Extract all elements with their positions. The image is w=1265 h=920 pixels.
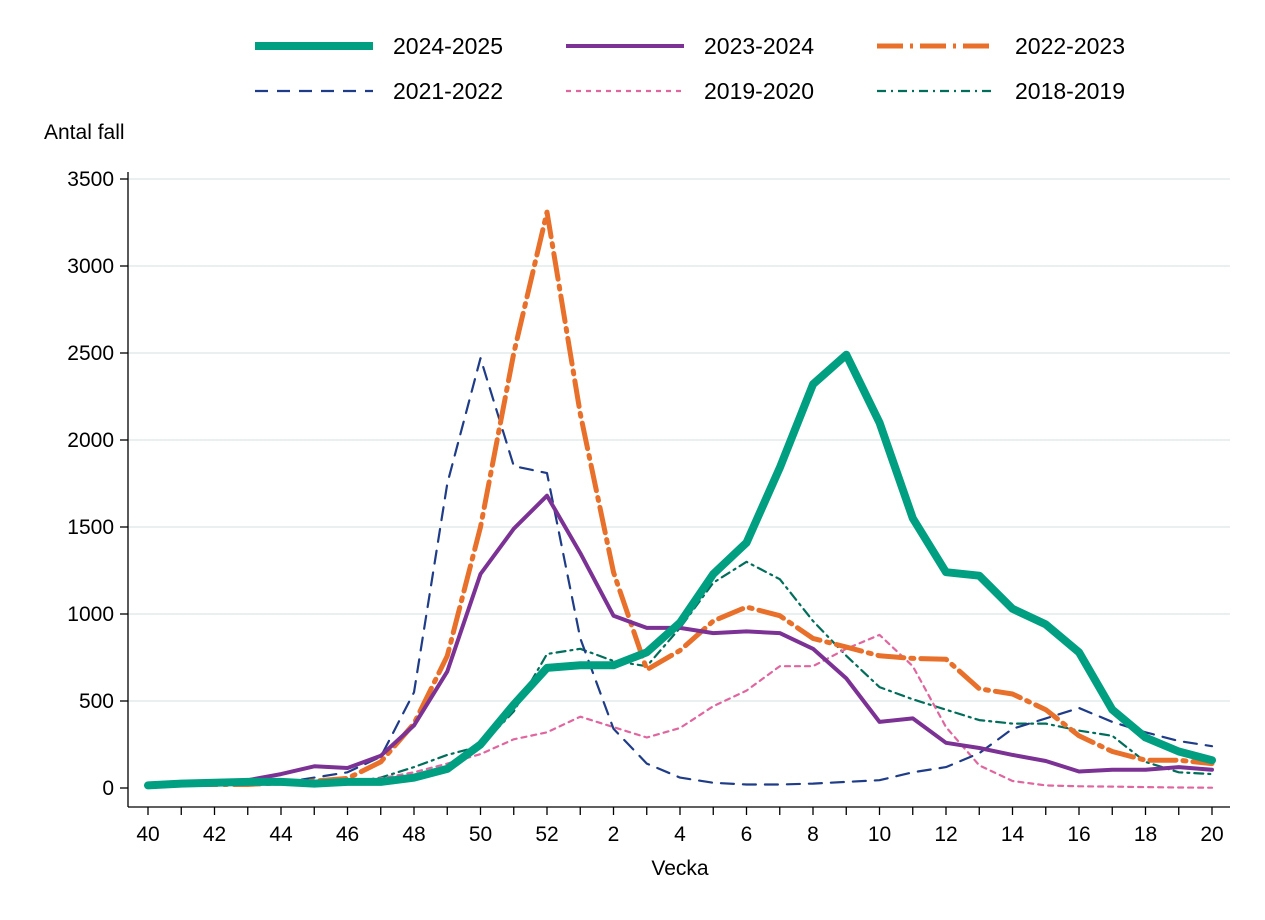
x-tick-label-42: 42 — [203, 823, 226, 846]
x-tick-label-4: 4 — [674, 823, 686, 846]
y-ticks: 0 500 1000 1500 2000 2500 3000 3500 — [67, 168, 128, 800]
y-axis-title: Antal fall — [44, 121, 125, 144]
x-tick-label-2: 2 — [608, 823, 620, 846]
series-line-2023-2024 — [146, 493, 1214, 788]
x-tick-label-18: 18 — [1134, 823, 1157, 846]
y-tick-label-2500: 2500 — [67, 342, 114, 365]
x-tick-label-16: 16 — [1067, 823, 1090, 846]
x-tick-label-50: 50 — [469, 823, 492, 846]
x-tick-label-20: 20 — [1200, 823, 1223, 846]
x-tick-label-6: 6 — [741, 823, 753, 846]
gridlines — [128, 178, 1230, 702]
y-tick-label-0: 0 — [102, 777, 114, 800]
y-tick-label-3000: 3000 — [67, 255, 114, 278]
y-tick-label-3500: 3500 — [67, 168, 114, 191]
x-ticks: 40 42 44 46 48 50 52 2 4 6 8 10 12 14 16 18 20 — [136, 807, 1224, 846]
x-tick-label-40: 40 — [136, 823, 159, 846]
x-tick-label-8: 8 — [807, 823, 819, 846]
legend-label-2024-2025: 2024-2025 — [393, 33, 503, 59]
legend-label-2018-2019: 2018-2019 — [1015, 78, 1125, 104]
series-line-2022-2023 — [145, 209, 1215, 788]
x-tick-label-52: 52 — [535, 823, 558, 846]
x-tick-label-46: 46 — [336, 823, 359, 846]
y-tick-label-1000: 1000 — [67, 603, 114, 626]
x-tick-label-10: 10 — [868, 823, 891, 846]
y-tick-label-2000: 2000 — [67, 429, 114, 452]
legend: 2024-2025 2023-2024 2022-2023 2021-2022 2019… — [255, 33, 1125, 104]
x-tick-label-14: 14 — [1001, 823, 1025, 846]
legend-label-2021-2022: 2021-2022 — [393, 78, 503, 104]
x-axis-title: Vecka — [651, 857, 709, 880]
legend-label-2023-2024: 2023-2024 — [704, 33, 814, 59]
x-tick-label-12: 12 — [934, 823, 957, 846]
series-line-2018-2019 — [146, 560, 1214, 787]
y-tick-label-1500: 1500 — [67, 516, 114, 539]
series-line-2024-2025 — [144, 350, 1216, 790]
legend-label-2022-2023: 2022-2023 — [1015, 33, 1125, 59]
series-line-2021-2022 — [146, 357, 1214, 788]
y-tick-label-500: 500 — [79, 690, 114, 713]
x-tick-label-44: 44 — [269, 823, 293, 846]
legend-label-2019-2020: 2019-2020 — [704, 78, 814, 104]
series-lines — [144, 209, 1216, 790]
x-tick-label-48: 48 — [402, 823, 425, 846]
